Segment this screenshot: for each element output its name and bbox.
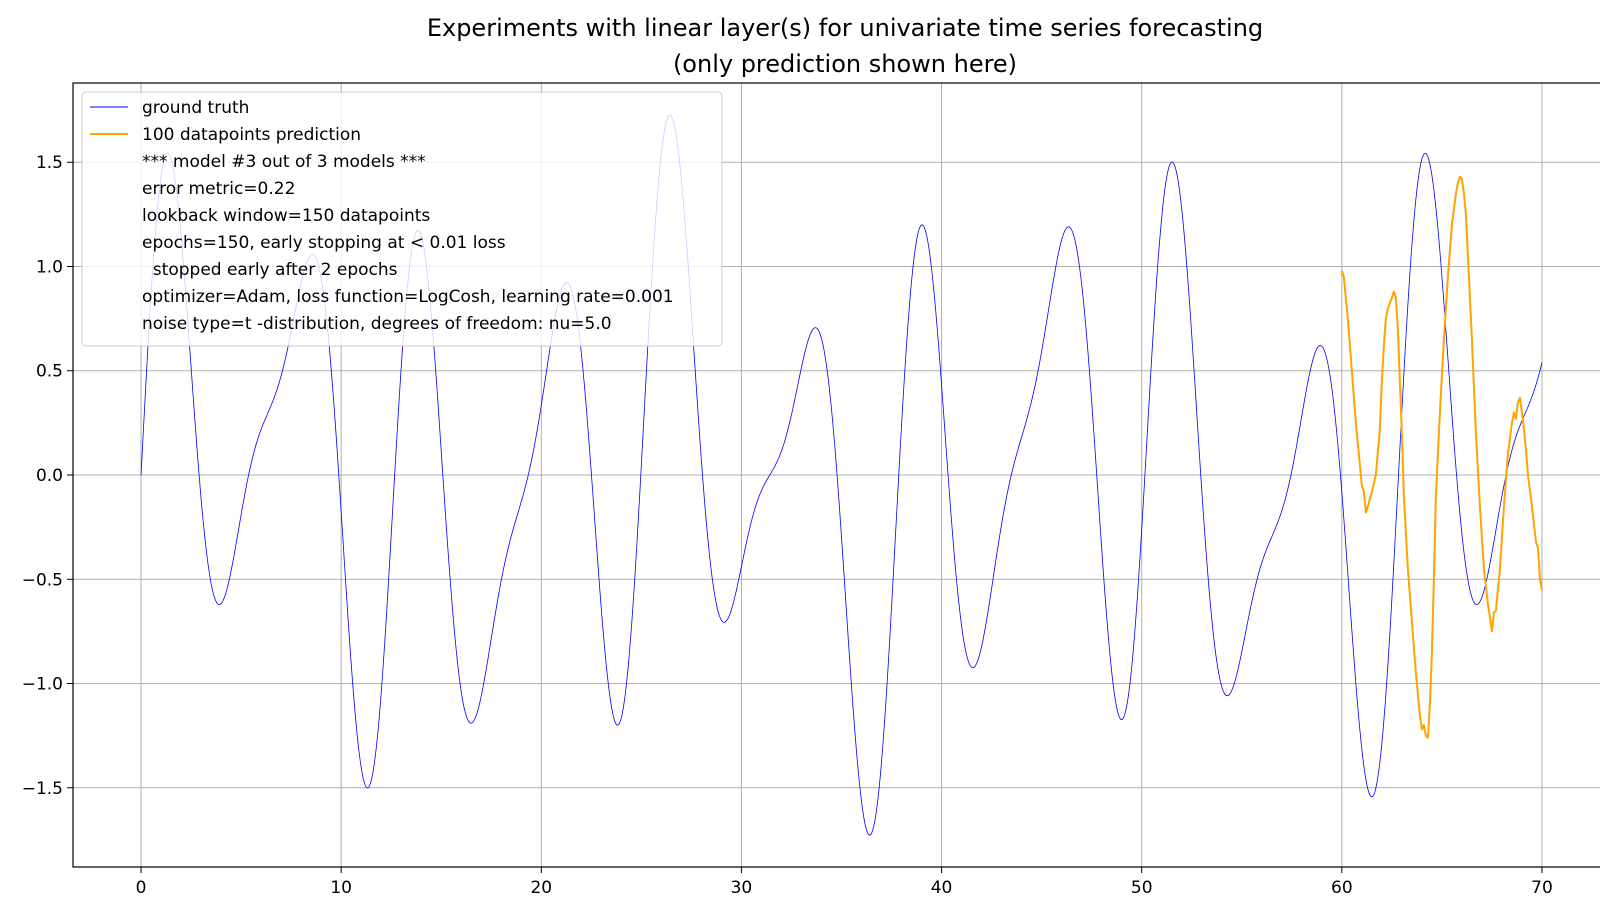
x-tick-label: 10 <box>330 878 352 898</box>
y-tick-label: −0.5 <box>22 570 63 590</box>
x-tick-label: 50 <box>1131 878 1153 898</box>
y-axis: −1.5 −1.0 −0.5 0.0 0.5 1.0 1.5 <box>22 153 73 799</box>
legend-box <box>81 91 723 347</box>
legend-entry-ground-truth: ground truth <box>142 98 249 118</box>
chart-subtitle: (only prediction shown here) <box>673 50 1017 78</box>
legend-note-model: *** model #3 out of 3 models *** <box>142 152 426 172</box>
y-tick-label: 1.0 <box>36 257 63 277</box>
x-tick-label: 0 <box>136 878 147 898</box>
legend-note-lookback: lookback window=150 datapoints <box>142 206 430 226</box>
x-tick-label: 60 <box>1331 878 1353 898</box>
ground-truth-line <box>140 114 1543 836</box>
chart-title: Experiments with linear layer(s) for uni… <box>427 14 1263 42</box>
legend: ground truth 100 datapoints prediction *… <box>81 91 723 347</box>
legend-entry-prediction: 100 datapoints prediction <box>142 125 361 145</box>
x-tick-label: 20 <box>530 878 552 898</box>
plot-area <box>140 114 1543 836</box>
y-tick-label: 0.0 <box>36 466 63 486</box>
x-tick-label: 30 <box>731 878 753 898</box>
prediction-line <box>1340 175 1543 739</box>
legend-note-epochs: epochs=150, early stopping at < 0.01 los… <box>142 233 506 253</box>
grid-lines <box>73 83 1600 867</box>
y-tick-label: −1.0 <box>22 675 63 695</box>
legend-note-noise: noise type=t -distribution, degrees of f… <box>142 314 612 334</box>
y-tick-label: 0.5 <box>36 362 63 382</box>
y-tick-label: 1.5 <box>36 153 63 173</box>
legend-note-error: error metric=0.22 <box>142 179 295 199</box>
x-axis: 0 10 20 30 40 50 60 70 <box>136 867 1553 898</box>
legend-note-optimizer: optimizer=Adam, loss function=LogCosh, l… <box>142 287 674 307</box>
x-tick-label: 40 <box>931 878 953 898</box>
y-tick-label: −1.5 <box>22 779 63 799</box>
legend-note-stopped: stopped early after 2 epochs <box>142 260 398 280</box>
x-tick-label: 70 <box>1531 878 1553 898</box>
